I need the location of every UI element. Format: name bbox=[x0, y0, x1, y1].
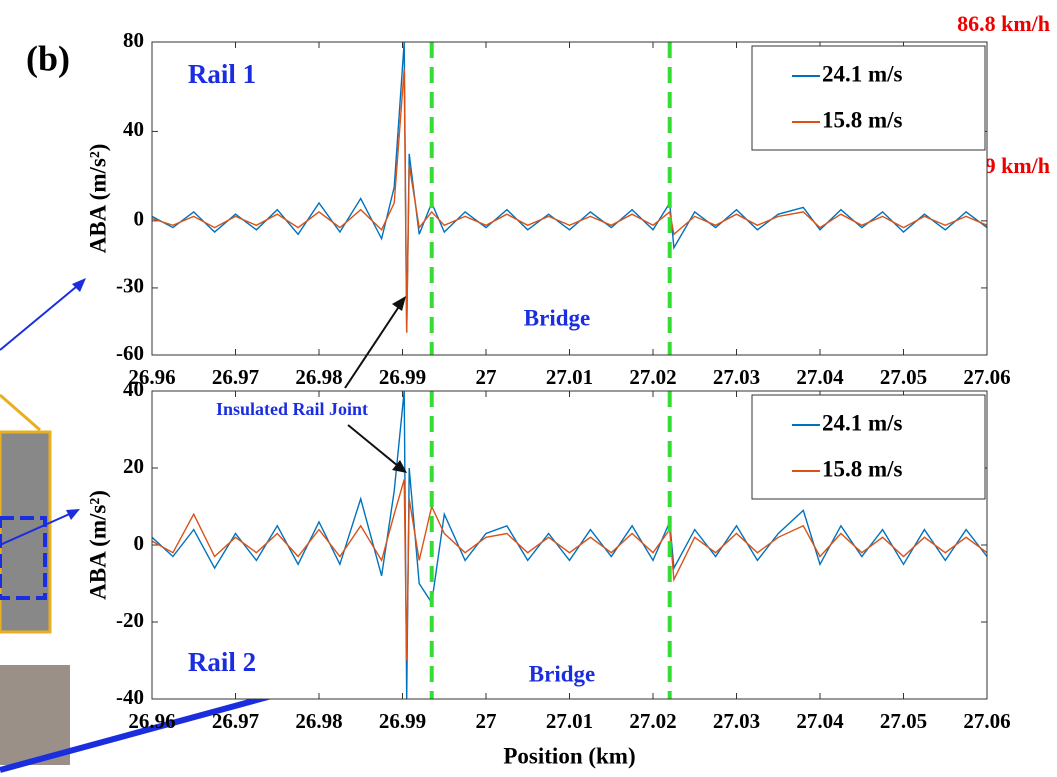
legend-box bbox=[751, 45, 986, 151]
x-tick-label: 27 bbox=[476, 365, 497, 389]
x-tick-label: 27.03 bbox=[713, 365, 760, 389]
speed-label: 86.8 km/h bbox=[957, 11, 1050, 36]
x-tick-label: 26.99 bbox=[379, 365, 426, 389]
x-tick-label: 27 bbox=[476, 709, 497, 733]
x-tick-label: 26.98 bbox=[295, 365, 342, 389]
x-tick-label: 26.96 bbox=[128, 365, 175, 389]
annotation-arrowhead bbox=[392, 460, 407, 473]
annotation-arrow bbox=[344, 304, 401, 389]
photo-rail bbox=[0, 665, 70, 765]
y-tick-label: 20 bbox=[123, 454, 144, 478]
x-tick-label: 27.03 bbox=[713, 709, 760, 733]
series-line bbox=[151, 41, 988, 333]
photo-frame-edge bbox=[0, 393, 41, 432]
region-label: Bridge bbox=[529, 661, 595, 686]
x-tick-label: 26.99 bbox=[379, 709, 426, 733]
y-tick-label: 80 bbox=[123, 28, 144, 52]
y-tick-label: -30 bbox=[116, 274, 144, 298]
annotation: Insulated Rail Joint bbox=[216, 399, 368, 419]
y-tick-label: 0 bbox=[134, 207, 145, 231]
x-tick-label: 27.04 bbox=[796, 709, 844, 733]
y-axis-label: ABA (m/s²) bbox=[85, 490, 110, 600]
y-tick-label: 40 bbox=[123, 377, 144, 401]
x-tick-label: 26.97 bbox=[212, 709, 259, 733]
annotation-arrow bbox=[347, 424, 399, 467]
x-tick-label: 27.05 bbox=[880, 365, 927, 389]
x-tick-label: 27.01 bbox=[546, 365, 593, 389]
x-tick-label: 27.06 bbox=[963, 709, 1010, 733]
series-line bbox=[151, 68, 988, 333]
region-label: Bridge bbox=[524, 305, 590, 330]
annotation-arrowhead bbox=[392, 296, 406, 311]
panel-label: (b) bbox=[26, 38, 70, 78]
arrow bbox=[0, 281, 83, 351]
x-tick-label: 26.96 bbox=[128, 709, 175, 733]
x-tick-label: 27.02 bbox=[629, 365, 676, 389]
legend-box bbox=[751, 394, 986, 500]
y-tick-label: 40 bbox=[123, 117, 144, 141]
x-tick-label: 26.98 bbox=[295, 709, 342, 733]
photo-highlight bbox=[0, 516, 47, 600]
legend-label: 15.8 m/s bbox=[822, 107, 903, 132]
y-axis-label: ABA (m/s²) bbox=[85, 144, 110, 254]
x-tick-label: 27.04 bbox=[796, 365, 844, 389]
x-tick-label: 27.06 bbox=[963, 365, 1010, 389]
rail-label: Rail 2 bbox=[188, 647, 256, 677]
axes-frame bbox=[151, 41, 988, 356]
y-tick-label: 0 bbox=[134, 531, 145, 555]
y-tick-label: -20 bbox=[116, 608, 144, 632]
x-tick-label: 27.02 bbox=[629, 709, 676, 733]
arrowhead bbox=[72, 278, 86, 292]
arrow bbox=[0, 511, 75, 546]
legend-label: 15.8 m/s bbox=[822, 456, 903, 481]
y-tick-label: -60 bbox=[116, 341, 144, 365]
x-tick-label: 27.01 bbox=[546, 709, 593, 733]
axes-frame bbox=[151, 390, 988, 700]
arrowhead bbox=[66, 509, 80, 520]
legend-label: 24.1 m/s bbox=[822, 61, 903, 86]
x-tick-label: 27.05 bbox=[880, 709, 927, 733]
x-tick-label: 26.97 bbox=[212, 365, 259, 389]
y-tick-label: -40 bbox=[116, 685, 144, 709]
photo-inset bbox=[0, 430, 52, 634]
series-line bbox=[151, 479, 988, 661]
rail-label: Rail 1 bbox=[188, 59, 256, 89]
x-axis-label: Position (km) bbox=[503, 743, 635, 768]
legend-label: 24.1 m/s bbox=[822, 410, 903, 435]
